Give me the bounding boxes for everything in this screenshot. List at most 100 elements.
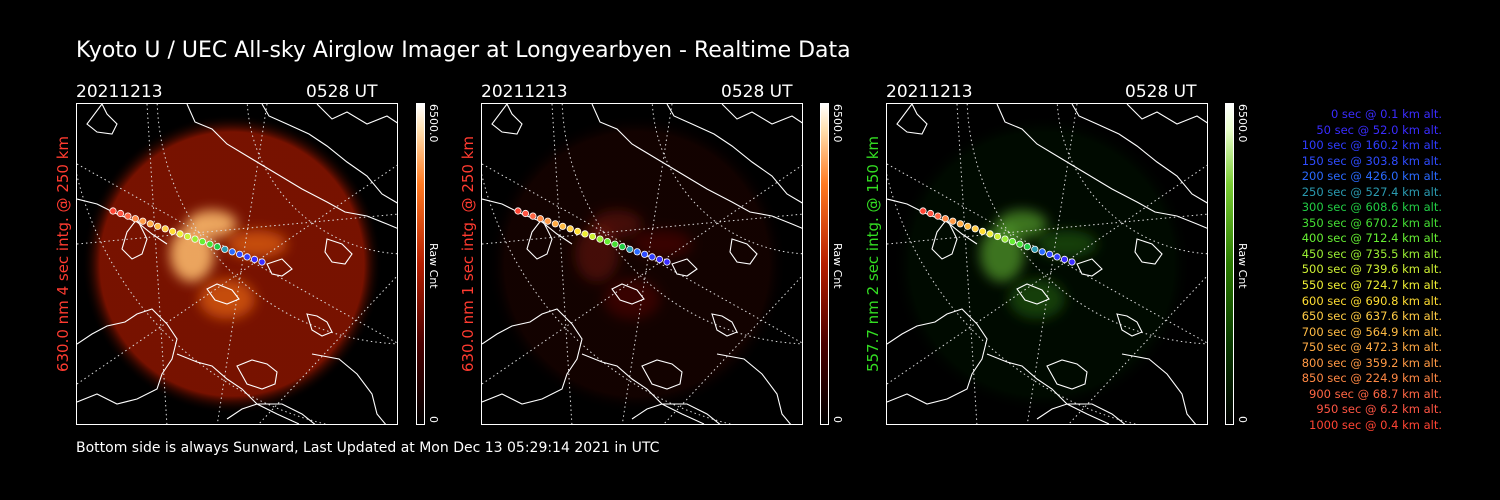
coastline: [1036, 403, 1126, 424]
coastline: [931, 217, 958, 260]
trajectory-point: [941, 215, 949, 223]
trajectory-point: [228, 248, 236, 256]
coastline: [186, 104, 397, 229]
coastline: [641, 359, 683, 390]
coastline: [887, 308, 988, 405]
trajectory-point: [109, 207, 117, 215]
trajectory-point: [648, 253, 656, 261]
trajectory-point: [611, 240, 619, 248]
trajectory-point: [243, 253, 251, 261]
legend-row: 900 sec @ 68.7 km alt.: [1309, 386, 1442, 401]
panel-3-cbar-unit: Raw Cnt: [1236, 243, 1249, 289]
panel-1-cbar-max: 6500.0: [427, 104, 440, 143]
legend-row: 1000 sec @ 0.4 km alt.: [1309, 417, 1442, 432]
trajectory-point: [655, 255, 664, 263]
trajectory-point: [1023, 243, 1031, 251]
legend-row: 450 sec @ 735.5 km alt.: [1301, 246, 1442, 261]
coastline: [306, 313, 333, 337]
legend-row: 550 sec @ 724.7 km alt.: [1301, 278, 1442, 293]
coastline: [176, 353, 300, 424]
footer-note: Bottom side is always Sunward, Last Upda…: [76, 440, 660, 456]
trajectory-point: [161, 225, 169, 233]
trajectory-point: [521, 209, 530, 218]
aurora-patch: [199, 279, 255, 319]
panel-1-time: 0528 UT: [306, 82, 378, 102]
trajectory-point: [514, 207, 522, 215]
legend-row: 800 sec @ 359.2 km alt.: [1301, 355, 1442, 370]
aurora-patch: [632, 230, 692, 258]
coastline: [491, 104, 523, 135]
trajectory-point: [206, 240, 214, 248]
sky-disc: [487, 114, 787, 414]
legend-row: 500 sec @ 739.6 km alt.: [1301, 262, 1442, 277]
panel-1-date: 20211213: [76, 82, 163, 102]
panel-2-cbar-max: 6500.0: [831, 104, 844, 143]
legend-row: 750 sec @ 472.3 km alt.: [1301, 340, 1442, 355]
grid-line: [77, 163, 397, 344]
coastline: [1134, 238, 1163, 265]
panel-1-ylabel: 630.0 nm 4 sec intg. @ 250 km: [54, 135, 72, 373]
grid-line: [663, 275, 802, 424]
panel-3-image: [886, 103, 1208, 425]
coastline: [236, 359, 278, 390]
aurora-patch: [227, 230, 287, 258]
coastline: [721, 104, 802, 125]
sky-disc: [892, 114, 1192, 414]
trajectory-point: [529, 212, 537, 220]
trajectory-point: [1038, 248, 1046, 256]
trajectory-point: [236, 250, 244, 258]
trajectory-point: [1068, 258, 1076, 266]
trajectory-point: [964, 222, 972, 230]
legend-row: 850 sec @ 224.9 km alt.: [1301, 371, 1442, 386]
coastline: [324, 238, 353, 265]
trajectory-point: [258, 258, 266, 266]
trajectory-point: [574, 227, 582, 236]
legend-row: 100 sec @ 160.2 km alt.: [1301, 138, 1442, 153]
legend-row: 600 sec @ 690.8 km alt.: [1301, 293, 1442, 308]
trajectory-point: [603, 238, 612, 246]
trajectory-point: [146, 220, 154, 228]
legend-row: 300 sec @ 608.6 km alt.: [1301, 200, 1442, 215]
panel-1-cbar-unit: Raw Cnt: [427, 243, 440, 289]
panel-1-cbar-min: 0: [427, 416, 440, 423]
panel-2-image: [481, 103, 803, 425]
trajectory-point: [131, 215, 139, 223]
trajectory-point: [618, 243, 626, 251]
trajectory-point: [956, 220, 964, 228]
trajectory-point: [926, 209, 935, 218]
trajectory-point: [221, 245, 229, 253]
trajectory-point: [198, 238, 207, 246]
trajectory-point: [176, 230, 184, 238]
panel-1-map-svg: [77, 104, 397, 424]
trajectory-point: [1053, 253, 1061, 261]
aurora-patch: [997, 210, 1047, 238]
coastline: [896, 104, 928, 135]
coastline: [226, 403, 316, 424]
panel-3-ylabel: 557.7 nm 2 sec intg. @ 150 km: [864, 135, 882, 373]
coastline: [581, 353, 705, 424]
legend-row: 700 sec @ 564.9 km alt.: [1301, 324, 1442, 339]
panel-3-time: 0528 UT: [1125, 82, 1197, 102]
aurora-patch: [1009, 279, 1065, 319]
panel-3-date: 20211213: [886, 82, 973, 102]
coastline: [1076, 258, 1103, 277]
coastline: [206, 283, 240, 305]
coastline: [77, 308, 178, 405]
coastline: [729, 238, 758, 265]
coastline: [1071, 104, 1207, 204]
grid-line: [216, 104, 268, 424]
trajectory-point: [986, 230, 994, 238]
coastline: [996, 104, 1207, 229]
aurora-patch: [604, 279, 660, 319]
panel-2-map-svg: [482, 104, 802, 424]
legend-row: 150 sec @ 303.8 km alt.: [1301, 153, 1442, 168]
grid-line: [258, 275, 397, 424]
coastline: [711, 313, 738, 337]
trajectory-point: [641, 250, 649, 258]
coastline: [261, 104, 397, 204]
panel-3-cbar-max: 6500.0: [1236, 104, 1249, 143]
trajectory-point: [191, 235, 199, 243]
coastline: [1126, 104, 1207, 125]
altitude-legend: 0 sec @ 0.1 km alt. 50 sec @ 52.0 km alt.…: [1256, 107, 1442, 433]
trajectory-point: [919, 207, 927, 215]
